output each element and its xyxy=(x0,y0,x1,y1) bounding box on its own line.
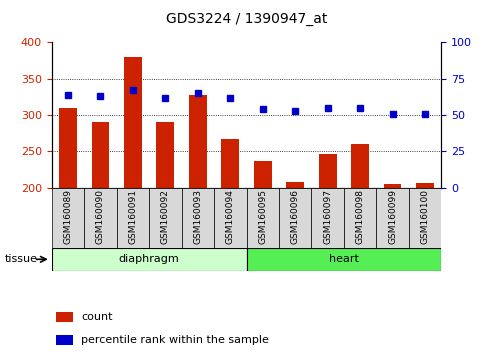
Bar xyxy=(246,188,279,248)
Text: GSM160092: GSM160092 xyxy=(161,189,170,244)
Bar xyxy=(376,188,409,248)
Bar xyxy=(52,188,84,248)
Bar xyxy=(246,248,441,271)
Text: tissue: tissue xyxy=(5,254,38,264)
Bar xyxy=(181,188,214,248)
Text: GSM160097: GSM160097 xyxy=(323,189,332,244)
Bar xyxy=(189,96,207,188)
Bar xyxy=(344,188,376,248)
Bar xyxy=(312,188,344,248)
Bar xyxy=(318,154,337,188)
Text: GSM160095: GSM160095 xyxy=(258,189,267,244)
Bar xyxy=(214,188,246,248)
Text: GSM160098: GSM160098 xyxy=(355,189,365,244)
Text: GSM160096: GSM160096 xyxy=(291,189,300,244)
Bar xyxy=(221,139,239,188)
Bar xyxy=(124,57,142,188)
Bar xyxy=(117,188,149,248)
Bar xyxy=(156,121,175,188)
Text: heart: heart xyxy=(329,254,359,264)
Bar xyxy=(279,188,312,248)
Text: count: count xyxy=(81,312,112,322)
Text: GSM160091: GSM160091 xyxy=(128,189,138,244)
Bar xyxy=(254,161,272,188)
Bar xyxy=(409,188,441,248)
Bar xyxy=(351,144,369,188)
Bar xyxy=(92,121,109,188)
Bar xyxy=(84,188,117,248)
Text: GDS3224 / 1390947_at: GDS3224 / 1390947_at xyxy=(166,12,327,27)
Text: diaphragm: diaphragm xyxy=(119,254,179,264)
Text: GSM160094: GSM160094 xyxy=(226,189,235,244)
Bar xyxy=(286,182,304,188)
Text: percentile rank within the sample: percentile rank within the sample xyxy=(81,335,269,345)
Text: GSM160093: GSM160093 xyxy=(193,189,202,244)
Text: GSM160090: GSM160090 xyxy=(96,189,105,244)
Text: GSM160099: GSM160099 xyxy=(388,189,397,244)
Bar xyxy=(56,335,73,345)
Bar xyxy=(384,184,401,188)
Bar xyxy=(59,108,77,188)
Bar xyxy=(416,183,434,188)
Text: GSM160089: GSM160089 xyxy=(64,189,72,244)
Text: GSM160100: GSM160100 xyxy=(421,189,429,244)
Bar xyxy=(56,312,73,322)
Bar xyxy=(52,248,246,271)
Bar xyxy=(149,188,181,248)
